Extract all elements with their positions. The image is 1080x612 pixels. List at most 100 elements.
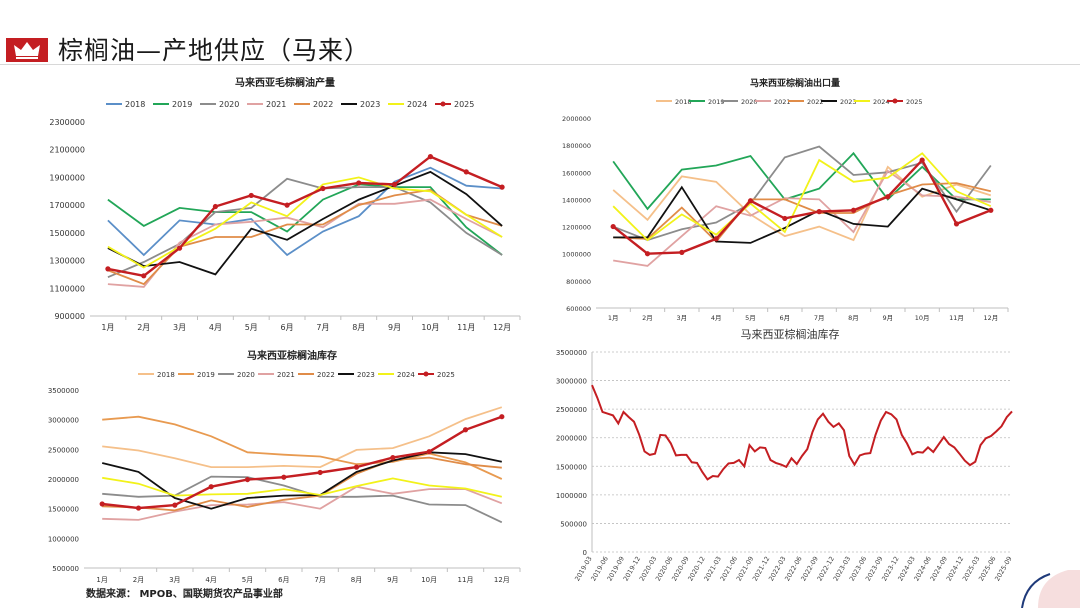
legend-item: 2018	[106, 100, 145, 109]
legend-label: 2025	[437, 371, 455, 379]
x-tick-label: 7月	[314, 576, 325, 584]
legend-label: 2022	[807, 98, 824, 106]
data-point-2025	[320, 185, 326, 192]
y-tick-label: 1800000	[562, 142, 591, 150]
chart-title: 马来西亚毛棕榈油产量	[235, 76, 335, 89]
slide-header: 棕榈油—产地供应（马来）	[0, 0, 1080, 66]
legend-item: 2022	[294, 100, 333, 109]
series-line-2024	[107, 176, 503, 269]
y-tick-label: 1000000	[556, 492, 587, 500]
x-tick-label: 2月	[642, 314, 653, 322]
legend-label: 2023	[840, 98, 857, 106]
chart-svg: 马来西亚棕榈油出口量 2018 2019 2020 2021 2022 2023 2024 20…	[562, 77, 1009, 322]
series-line-stock	[591, 384, 1013, 481]
x-tick-label: 4月	[205, 576, 216, 584]
legend-item: 2025	[418, 371, 455, 379]
data-point-2025	[782, 215, 788, 222]
data-point-2025	[356, 180, 362, 186]
x-tick-label: 1月	[608, 314, 619, 322]
y-tick-label: 2500000	[556, 406, 587, 414]
series-line-2021	[102, 485, 503, 521]
export-chart: 马来西亚棕榈油出口量 2018 2019 2020 2021 2022 2023 2024 20…	[560, 72, 1020, 334]
legend-label: 2020	[237, 371, 255, 379]
x-tick-label: 9月	[387, 576, 398, 584]
data-point-2025	[679, 249, 685, 255]
legend-item: 2019	[689, 98, 725, 106]
y-tick-label: 800000	[566, 278, 591, 286]
data-source-note: 数据来源： MPOB、国联期货农产品事业部	[86, 589, 283, 600]
series-line-2022	[102, 456, 502, 512]
page-title: 棕榈油—产地供应（马来）	[58, 36, 371, 65]
data-point-2025	[499, 414, 505, 420]
x-tick-label: 4月	[711, 314, 722, 322]
series-line-2022	[613, 182, 992, 243]
x-tick-label: 10月	[421, 323, 439, 332]
x-tick-label: 2月	[137, 323, 150, 332]
data-point-2025	[426, 449, 432, 455]
x-tick-label: 9月	[883, 314, 894, 322]
series-line-2021	[613, 169, 991, 267]
x-tick-label: 11月	[949, 314, 964, 322]
y-tick-label: 1200000	[562, 224, 591, 232]
data-point-2025	[816, 209, 822, 215]
data-point-2025	[427, 154, 434, 160]
y-tick-label: 2500000	[48, 446, 79, 454]
data-point-2025	[248, 192, 254, 199]
y-tick-label: 500000	[560, 520, 587, 528]
chart-title: 马来西亚棕榈油库存	[247, 349, 337, 362]
series-line-2020	[102, 475, 503, 524]
production-chart: 马来西亚毛棕榈油产量 2018 2019 2020 2021 2022 2023 2024 20…	[40, 72, 530, 334]
data-point-2025	[284, 202, 290, 208]
y-tick-label: 2300000	[49, 118, 85, 127]
x-tick-label: 12月	[983, 314, 998, 322]
data-point-2025	[99, 501, 105, 507]
y-tick-label: 1300000	[49, 257, 85, 266]
stock-history-chart: 马来西亚棕榈油库存 0 500000 1000000 1500000 2000000 250…	[540, 322, 1020, 584]
series-line-2023	[613, 185, 992, 244]
series-line-2018	[612, 165, 992, 242]
legend-label: 2018	[125, 100, 145, 109]
y-tick-label: 1500000	[556, 463, 587, 471]
x-tick-label: 10月	[421, 576, 437, 584]
y-tick-label: 2000000	[562, 115, 591, 123]
corner-decoration	[1020, 548, 1080, 609]
data-point-2025	[172, 502, 178, 508]
header-divider	[0, 64, 1080, 65]
y-tick-label: 3000000	[556, 378, 587, 386]
data-point-2025	[610, 223, 616, 230]
y-tick-label: 2100000	[49, 146, 85, 155]
series-line-2018	[102, 406, 503, 469]
legend-item: 2024	[388, 100, 427, 109]
y-tick-label: 3000000	[48, 417, 79, 425]
x-tick-label: 3月	[677, 314, 688, 322]
x-tick-label: 7月	[316, 323, 329, 332]
data-point-2025	[135, 505, 142, 511]
x-tick-label: 4月	[209, 323, 222, 332]
data-point-2025	[919, 157, 925, 163]
series-line-2025	[612, 158, 992, 255]
legend-label: 2022	[317, 371, 335, 379]
x-tick-label: 2月	[133, 576, 144, 584]
data-point-2025	[463, 169, 469, 175]
x-tick-label: 6月	[278, 576, 289, 584]
data-point-2025	[850, 207, 857, 213]
data-point-2025	[176, 245, 183, 251]
legend-marker	[892, 98, 898, 104]
x-tick-label: 1月	[96, 576, 107, 584]
chart-svg: 马来西亚棕榈油库存 2018 2019 2020 2021 2022 2023 2024 202…	[48, 349, 521, 584]
y-tick-label: 500000	[52, 565, 79, 573]
y-tick-label: 600000	[566, 305, 591, 313]
legend-marker	[423, 371, 429, 377]
y-tick-label: 3500000	[48, 387, 79, 395]
y-tick-label: 1500000	[49, 229, 85, 238]
x-tick-label: 11月	[458, 576, 474, 584]
y-tick-label: 900000	[54, 312, 85, 321]
data-point-2025	[747, 198, 754, 204]
data-point-2025	[953, 221, 960, 227]
legend-label: 2019	[197, 371, 215, 379]
legend-item: 2021	[258, 371, 295, 379]
legend-label: 2021	[774, 98, 791, 106]
x-tick-label: 1月	[101, 323, 114, 332]
y-tick-label: 1400000	[562, 196, 591, 204]
chart-title: 马来西亚棕榈油出口量	[750, 77, 840, 89]
